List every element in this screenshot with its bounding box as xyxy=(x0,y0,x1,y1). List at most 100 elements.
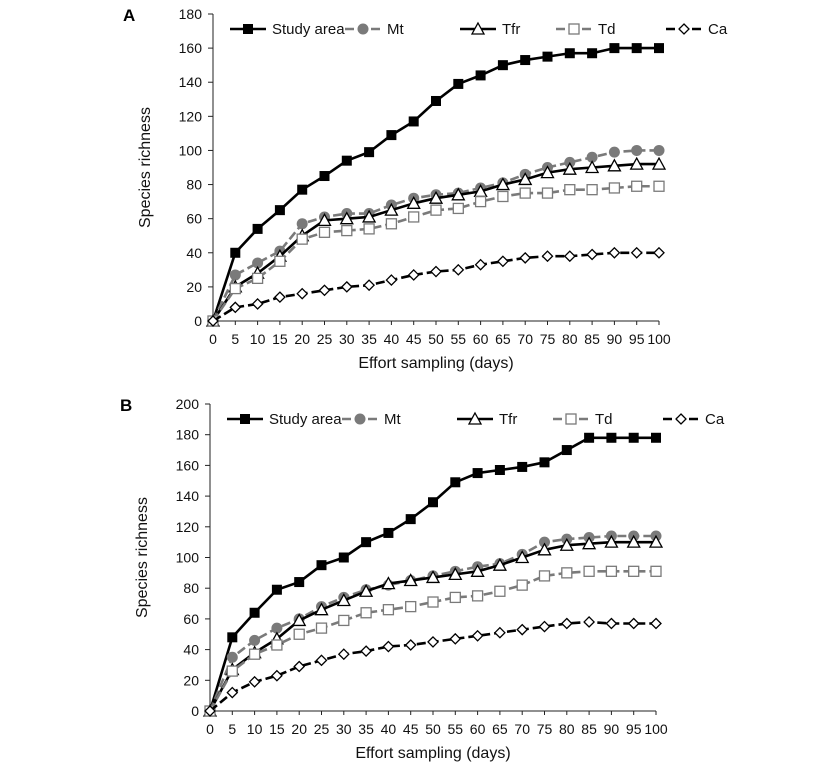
data-point xyxy=(270,669,283,682)
data-point xyxy=(608,182,621,194)
y-tick-label: 180 xyxy=(176,427,200,443)
data-point xyxy=(497,60,508,71)
legend-marker xyxy=(675,413,687,425)
data-point xyxy=(605,565,618,577)
y-tick-label: 120 xyxy=(179,108,203,124)
x-tick-label: 65 xyxy=(492,721,508,737)
data-point xyxy=(631,43,642,54)
data-point xyxy=(403,573,418,587)
data-point xyxy=(630,246,643,259)
y-axis-label: Species richness xyxy=(134,497,151,618)
data-point xyxy=(651,156,667,170)
x-tick-label: 75 xyxy=(537,721,553,737)
series-tfr xyxy=(205,156,667,327)
y-tick-label: 160 xyxy=(176,457,200,473)
data-point xyxy=(516,623,529,636)
data-point xyxy=(381,576,396,590)
x-tick-label: 100 xyxy=(644,721,668,737)
data-point xyxy=(294,577,305,588)
x-tick-label: 25 xyxy=(314,721,330,737)
data-point xyxy=(472,468,483,479)
x-tick-label: 15 xyxy=(269,721,285,737)
data-point xyxy=(274,205,285,216)
data-point xyxy=(361,537,372,548)
legend-marker xyxy=(678,23,690,35)
data-point xyxy=(296,287,309,300)
legend-label: Mt xyxy=(384,411,401,428)
data-point xyxy=(497,190,509,203)
data-point xyxy=(274,255,286,267)
legend-marker xyxy=(568,23,580,35)
data-point xyxy=(564,184,576,196)
data-point xyxy=(386,130,397,141)
y-tick-label: 20 xyxy=(186,279,202,295)
data-point xyxy=(582,536,597,550)
data-point xyxy=(425,570,441,584)
data-point xyxy=(654,43,664,54)
data-point xyxy=(407,269,420,281)
data-point xyxy=(474,258,487,271)
legend-label: Study area xyxy=(269,411,342,428)
data-point xyxy=(650,617,662,630)
data-point xyxy=(385,218,398,230)
data-point xyxy=(316,560,327,571)
x-tick-label: 30 xyxy=(336,721,352,737)
data-point xyxy=(631,144,643,156)
data-point xyxy=(248,648,261,660)
data-point xyxy=(405,514,416,525)
data-point xyxy=(360,645,373,658)
data-point xyxy=(338,552,349,563)
data-point xyxy=(608,146,620,158)
data-point xyxy=(629,156,644,170)
data-point xyxy=(405,600,417,613)
x-tick-label: 5 xyxy=(228,721,236,737)
x-tick-label: 90 xyxy=(607,331,623,347)
data-point xyxy=(496,255,509,268)
data-point xyxy=(471,590,484,602)
x-axis-label: Effort sampling (days) xyxy=(355,745,510,762)
data-point xyxy=(229,301,242,314)
y-tick-label: 100 xyxy=(179,142,203,158)
y-tick-label: 0 xyxy=(194,313,202,329)
data-point xyxy=(408,116,419,127)
y-tick-label: 140 xyxy=(176,488,200,504)
data-point xyxy=(252,257,264,269)
y-tick-label: 60 xyxy=(183,611,199,627)
data-point xyxy=(336,593,351,607)
data-point xyxy=(292,613,307,627)
y-tick-label: 120 xyxy=(176,519,200,535)
data-point xyxy=(249,634,261,646)
data-point xyxy=(538,570,551,582)
x-tick-label: 25 xyxy=(317,331,333,347)
data-point xyxy=(563,250,576,263)
legend-label: Td xyxy=(598,21,616,38)
data-point xyxy=(515,550,530,564)
data-point xyxy=(628,565,640,577)
x-tick-label: 30 xyxy=(339,331,355,347)
x-tick-label: 15 xyxy=(272,331,288,347)
x-tick-label: 55 xyxy=(451,331,467,347)
x-tick-label: 35 xyxy=(358,721,374,737)
data-point xyxy=(430,265,442,278)
x-tick-label: 40 xyxy=(384,331,400,347)
data-point xyxy=(339,211,354,225)
y-tick-label: 140 xyxy=(179,74,203,90)
series-ca xyxy=(204,616,662,717)
data-point xyxy=(293,660,306,673)
data-point xyxy=(475,70,486,81)
data-point xyxy=(319,171,330,182)
data-point xyxy=(359,583,374,597)
x-tick-label: 95 xyxy=(626,721,642,737)
data-point xyxy=(494,465,505,476)
x-tick-label: 100 xyxy=(647,331,671,347)
legend-label: Study area xyxy=(272,21,345,38)
data-point xyxy=(271,622,283,634)
y-tick-label: 80 xyxy=(186,177,202,193)
data-point xyxy=(493,626,506,639)
data-point xyxy=(340,280,353,293)
data-point xyxy=(297,184,308,195)
data-point xyxy=(404,639,417,651)
data-point xyxy=(364,147,375,158)
x-tick-label: 45 xyxy=(403,721,419,737)
